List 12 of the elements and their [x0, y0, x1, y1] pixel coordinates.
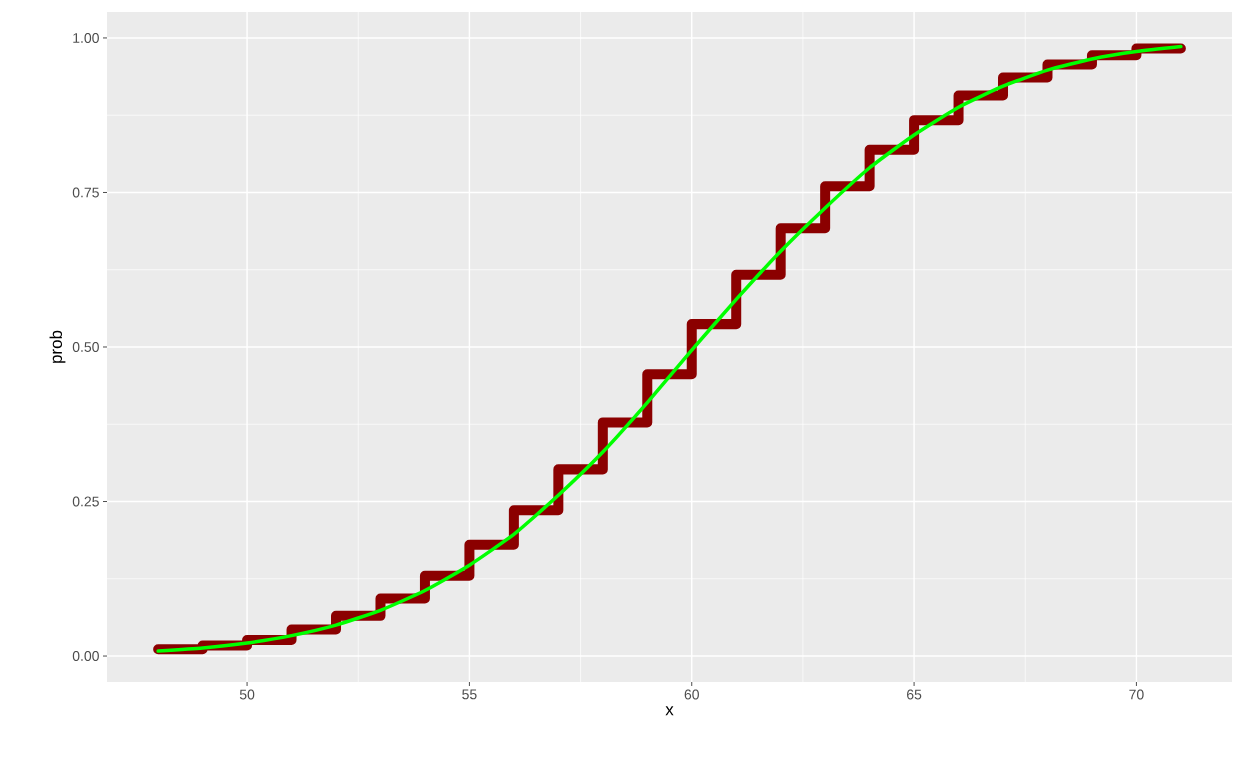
x-tick-label: 50: [239, 689, 255, 700]
y-tick-label: 0.75: [72, 187, 99, 198]
y-axis-title: prob: [49, 330, 66, 363]
y-tick-label: 0.50: [72, 342, 99, 352]
x-axis-title: x: [665, 706, 674, 716]
x-tick-label: 55: [462, 689, 477, 700]
x-tick-label: 60: [684, 689, 699, 700]
y-tick-label: 0.25: [72, 496, 99, 507]
x-tick-label: 65: [907, 689, 922, 700]
y-tick-label: 0.00: [72, 651, 99, 661]
y-tick-label: 1.00: [73, 32, 99, 43]
x-tick-label: 70: [1129, 689, 1144, 700]
